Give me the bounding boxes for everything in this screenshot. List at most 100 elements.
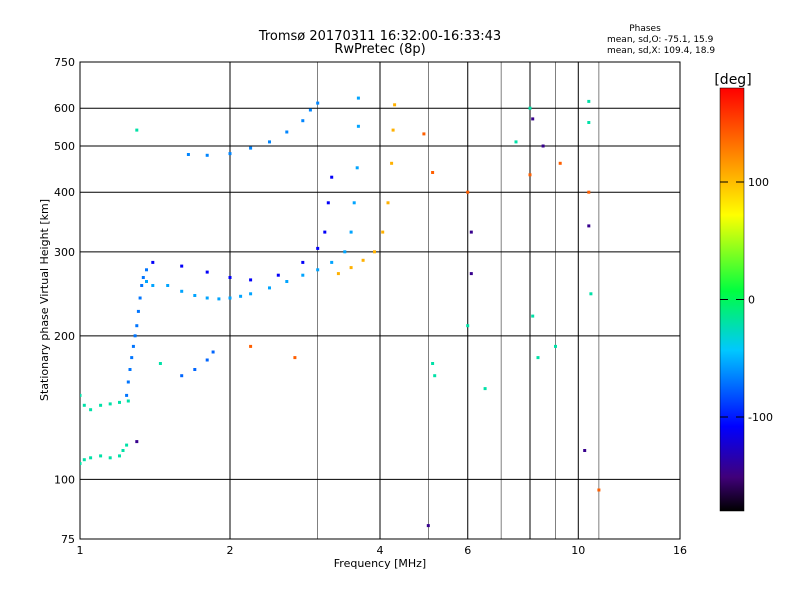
data-point	[249, 344, 253, 348]
data-point	[343, 250, 347, 254]
data-point	[228, 296, 232, 300]
data-point	[386, 201, 390, 205]
data-point	[151, 284, 155, 287]
y-tick-label: 200	[54, 330, 75, 343]
data-point	[140, 284, 144, 287]
data-point	[121, 449, 125, 452]
data-point	[126, 380, 130, 384]
data-point	[536, 356, 540, 360]
y-tick-label: 300	[54, 246, 75, 259]
data-point	[268, 140, 271, 144]
data-point	[316, 268, 320, 272]
data-point	[135, 440, 139, 444]
data-point	[130, 356, 134, 360]
data-point	[135, 128, 139, 132]
data-point	[587, 190, 591, 194]
data-point	[356, 124, 360, 128]
data-point	[89, 456, 93, 460]
data-point	[361, 258, 365, 262]
data-point	[131, 344, 135, 348]
data-point	[180, 289, 184, 293]
data-point	[193, 368, 197, 371]
data-point	[587, 121, 591, 124]
colorbar-tick-label: 100	[748, 176, 769, 189]
colorbar-tick-label: 0	[748, 294, 755, 307]
stats-heading: Phases	[629, 24, 661, 34]
grid-lines	[80, 62, 680, 539]
data-point	[426, 524, 430, 528]
y-tick-labels: 75 100 200 300 400 500 600 750	[54, 56, 75, 546]
y-tick-label: 500	[54, 140, 75, 153]
chart-subtitle: RwPretec (8p)	[334, 42, 425, 57]
data-point	[301, 119, 305, 123]
data-point	[82, 403, 86, 407]
data-point	[249, 146, 253, 150]
data-point	[138, 296, 142, 300]
data-point	[330, 260, 334, 264]
data-point	[285, 280, 289, 283]
stats-line-x: mean, sd,X: 109.4, 18.9	[607, 46, 715, 56]
data-point	[431, 362, 435, 365]
x-tick-label: 10	[571, 544, 585, 557]
data-point	[466, 324, 470, 328]
data-point	[249, 292, 253, 296]
data-point	[145, 268, 148, 272]
colorbar-label: [deg]	[714, 72, 751, 88]
data-point	[597, 488, 601, 492]
data-point	[80, 393, 82, 397]
data-point	[528, 173, 532, 177]
data-point	[583, 449, 587, 452]
data-point	[82, 458, 86, 462]
data-point	[180, 374, 184, 378]
data-point	[205, 153, 209, 157]
colorbar-ticks: 100 0 -100	[720, 176, 773, 424]
data-point	[186, 153, 190, 156]
data-point	[433, 374, 437, 378]
data-point	[217, 297, 221, 301]
data-point	[528, 106, 532, 110]
data-point	[390, 161, 394, 165]
data-point	[118, 454, 121, 458]
x-tick-labels: 1 2 4 6 10 16	[77, 544, 688, 557]
data-point	[293, 356, 297, 360]
data-point	[316, 101, 320, 105]
data-point	[108, 456, 112, 460]
data-point	[126, 399, 130, 403]
data-point	[166, 284, 170, 287]
data-point	[141, 276, 145, 279]
data-point	[128, 368, 132, 371]
data-point	[239, 294, 243, 298]
data-point	[133, 334, 137, 338]
data-point	[268, 286, 271, 290]
data-point	[80, 462, 82, 465]
data-point	[125, 393, 129, 397]
data-point	[249, 278, 253, 282]
colorbar-tick-label: -100	[748, 411, 773, 424]
data-point	[531, 314, 535, 318]
data-point	[193, 294, 197, 297]
y-tick-label: 600	[54, 102, 75, 115]
data-point	[125, 443, 129, 447]
y-tick-label: 400	[54, 186, 75, 199]
data-point	[483, 387, 487, 391]
data-point	[158, 362, 162, 365]
data-point	[276, 273, 280, 277]
y-tick-label: 75	[61, 533, 75, 546]
data-point	[349, 266, 353, 270]
data-point	[431, 171, 435, 174]
data-point	[316, 246, 320, 250]
data-point	[349, 230, 353, 234]
data-point	[135, 324, 139, 328]
data-point	[514, 140, 518, 144]
data-point	[99, 454, 103, 458]
data-point	[330, 175, 334, 179]
data-point	[108, 402, 112, 406]
data-point	[301, 260, 305, 264]
data-point	[356, 96, 360, 100]
data-point	[323, 230, 327, 234]
chart-title: Tromsø 20170311 16:32:00-16:33:43	[258, 29, 501, 44]
data-point	[587, 224, 591, 228]
data-point	[466, 190, 470, 194]
data-point	[211, 350, 215, 354]
